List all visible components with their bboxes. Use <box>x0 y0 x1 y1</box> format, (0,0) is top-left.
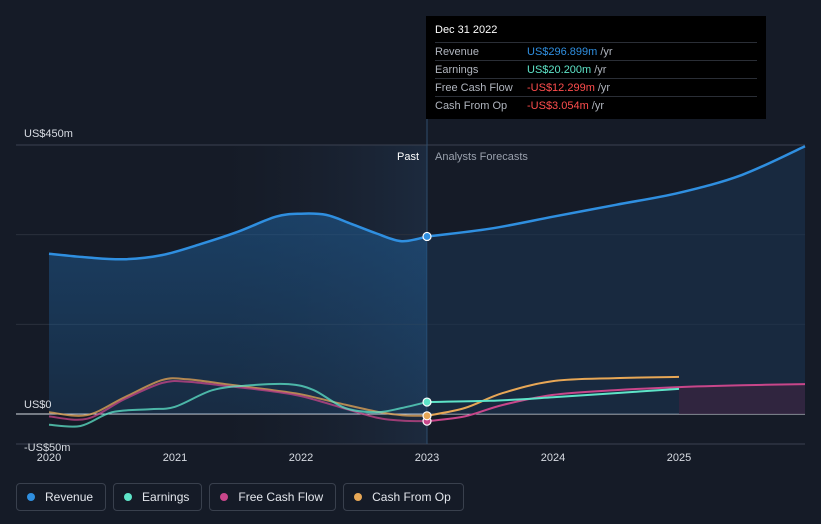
x-tick-label: 2021 <box>163 452 187 464</box>
y-axis-label: US$450m <box>24 128 73 140</box>
legend: Revenue Earnings Free Cash Flow Cash Fro… <box>16 483 464 511</box>
x-tick-label: 2022 <box>289 452 313 464</box>
tooltip-value: -US$3.054m <box>527 99 589 112</box>
x-tick-label: 2025 <box>667 452 691 464</box>
x-tick-label: 2020 <box>37 452 61 464</box>
forecast-label: Analysts Forecasts <box>435 151 528 163</box>
tooltip-unit: /yr <box>597 81 611 94</box>
tooltip-row-cfo: Cash From Op -US$3.054m /yr <box>435 96 757 114</box>
series-line-earnings-past <box>48 382 428 428</box>
legend-label: Revenue <box>45 490 94 504</box>
tooltip-label: Cash From Op <box>435 99 508 112</box>
series-line-revenue-forecast <box>426 145 806 238</box>
tooltip-value: -US$12.299m <box>527 81 595 94</box>
y-axis-label: US$0 <box>24 399 52 411</box>
tooltip-unit: /yr <box>600 45 613 58</box>
tooltip-row-fcf: Free Cash Flow -US$12.299m /yr <box>435 78 757 96</box>
legend-item-earnings[interactable]: Earnings <box>113 483 203 511</box>
tooltip-date: Dec 31 2022 <box>435 24 498 36</box>
legend-label: Free Cash Flow <box>238 490 324 504</box>
revenue-area-forecast <box>427 146 805 414</box>
tooltip-value: US$20.200m <box>527 63 592 76</box>
past-label: Past <box>397 151 419 163</box>
tooltip-value: US$296.899m <box>527 45 598 58</box>
y-axis-label: -US$50m <box>24 442 70 454</box>
tooltip-row-earnings: Earnings US$20.200m /yr <box>435 60 757 78</box>
series-line-earnings-forecast <box>426 387 680 403</box>
tooltip-label: Earnings <box>435 63 479 76</box>
point-earnings <box>422 397 432 407</box>
series-line-revenue-past <box>48 212 428 261</box>
fcf-area-forecast <box>679 384 805 414</box>
tooltip-row-revenue: Revenue US$296.899m /yr <box>435 42 757 60</box>
legend-dot-icon <box>27 493 35 501</box>
legend-dot-icon <box>354 493 363 501</box>
legend-item-free-cash-flow[interactable]: Free Cash Flow <box>209 483 337 511</box>
tooltip: Dec 31 2022 Revenue US$296.899m /yr Earn… <box>426 16 766 119</box>
legend-dot-icon <box>124 493 133 501</box>
point-cash-from-op <box>422 411 432 421</box>
revenue-area-past <box>49 213 427 414</box>
tooltip-label: Free Cash Flow <box>435 81 513 94</box>
point-revenue <box>422 231 432 242</box>
series-line-free-cash-flow-forecast <box>426 383 806 423</box>
legend-label: Earnings <box>142 490 190 504</box>
legend-item-revenue[interactable]: Revenue <box>16 483 107 511</box>
x-tick-label: 2024 <box>541 452 565 464</box>
series-line-free-cash-flow-past <box>48 380 428 423</box>
legend-dot-icon <box>220 493 229 501</box>
series-line-cash-from-op-forecast <box>426 375 680 417</box>
tooltip-unit: /yr <box>594 63 607 76</box>
tooltip-label: Revenue <box>435 45 480 58</box>
x-tick-label: 2023 <box>415 452 439 464</box>
legend-item-cash-from-op[interactable]: Cash From Op <box>343 483 464 511</box>
legend-label: Cash From Op <box>372 490 451 504</box>
tooltip-unit: /yr <box>591 99 604 112</box>
